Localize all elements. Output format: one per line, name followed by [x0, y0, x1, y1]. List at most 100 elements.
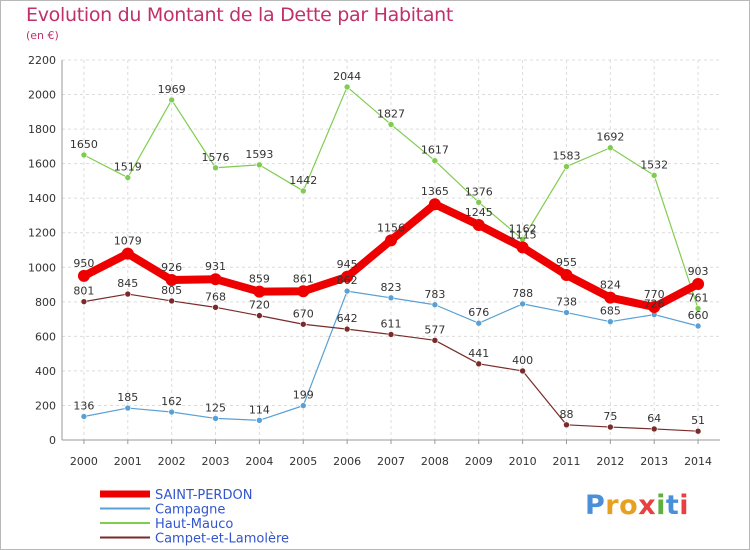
data-point: [299, 187, 307, 195]
legend-label: Haut-Mauco: [155, 517, 233, 532]
logo-letter: i: [679, 490, 690, 521]
data-point: [168, 297, 175, 305]
data-point: [77, 269, 90, 282]
x-tick-label: 2000: [70, 455, 98, 468]
data-point: [253, 285, 266, 298]
x-tick-label: 2001: [114, 455, 142, 468]
data-label: 88: [559, 408, 573, 421]
data-point: [519, 367, 526, 375]
data-point: [168, 96, 175, 104]
y-tick-label: 1600: [28, 158, 56, 171]
proxiti-logo: Proxiti: [585, 490, 689, 521]
chart-title: Evolution du Montant de la Dette par Hab…: [26, 4, 454, 26]
data-label: 931: [205, 260, 226, 273]
legend-label: SAINT-PERDON: [155, 488, 252, 503]
y-tick-label: 1400: [28, 192, 56, 205]
data-point: [519, 300, 526, 308]
data-label: 611: [381, 317, 402, 330]
data-label: 162: [161, 395, 182, 408]
data-point: [212, 304, 219, 311]
data-point: [385, 234, 397, 247]
data-label: 720: [249, 299, 270, 312]
data-label: 859: [249, 273, 270, 286]
data-point: [472, 218, 485, 231]
data-label: 642: [337, 312, 358, 325]
x-tick-label: 2013: [640, 455, 668, 468]
logo-letter: t: [665, 490, 680, 521]
data-point: [80, 151, 88, 159]
data-point: [431, 301, 439, 309]
data-point: [387, 294, 395, 302]
data-point: [607, 318, 614, 325]
data-label: 114: [249, 403, 270, 416]
y-tick-label: 1800: [28, 123, 56, 136]
data-point: [431, 157, 439, 164]
x-tick-label: 2014: [684, 455, 712, 468]
data-label: 726: [644, 298, 665, 311]
data-point: [694, 305, 702, 312]
data-label: 761: [688, 292, 709, 305]
data-point: [212, 164, 219, 172]
data-label: 823: [381, 281, 402, 294]
data-label: 1692: [596, 131, 624, 144]
x-tick-label: 2008: [421, 455, 449, 468]
data-labels: 1650 1519 1969 1576 1593 1442 2044 1827 1617 1376…: [70, 70, 709, 427]
data-point: [475, 319, 483, 327]
x-tick-label: 2007: [377, 455, 405, 468]
data-point: [650, 172, 658, 179]
data-label: 685: [600, 305, 621, 318]
data-point: [124, 290, 132, 298]
data-label: 926: [161, 261, 182, 274]
data-point: [299, 402, 307, 409]
data-label: 945: [337, 258, 358, 271]
data-label: 199: [293, 389, 314, 402]
y-tick-label: 400: [35, 365, 56, 378]
x-tick-label: 2002: [158, 455, 186, 468]
data-point: [475, 199, 483, 206]
data-label: 1245: [465, 206, 493, 219]
data-point: [563, 421, 570, 429]
axes: 0 200 400 600 800 1000 1200 1400 1600 1800 2000 220…: [28, 54, 720, 468]
data-point: [343, 287, 351, 295]
data-point: [604, 291, 617, 304]
x-tick-label: 2009: [465, 455, 493, 468]
data-label: 577: [424, 323, 445, 336]
data-point: [212, 415, 219, 422]
data-label: 1617: [421, 144, 449, 157]
x-tick-label: 2011: [552, 455, 580, 468]
logo-letter: P: [585, 490, 606, 521]
data-point: [694, 322, 702, 330]
data-point: [341, 270, 354, 283]
data-label: 125: [205, 401, 226, 414]
data-point: [431, 337, 439, 344]
logo-letter: o: [619, 490, 639, 521]
data-label: 805: [161, 284, 182, 297]
data-label: 64: [647, 412, 661, 425]
data-label: 738: [556, 296, 577, 309]
data-point: [563, 309, 570, 316]
data-label: 768: [205, 290, 226, 303]
data-label: 75: [603, 410, 617, 423]
data-point: [297, 285, 310, 298]
data-label: 845: [117, 277, 138, 290]
logo-letter: x: [638, 490, 657, 521]
data-point: [563, 163, 570, 170]
data-label: 955: [556, 256, 577, 269]
data-point: [165, 274, 178, 287]
data-point: [80, 413, 88, 420]
y-tick-label: 2000: [28, 89, 56, 102]
data-label: 903: [688, 265, 709, 278]
data-label: 1969: [158, 83, 186, 96]
y-tick-label: 600: [35, 330, 56, 343]
data-label: 862: [337, 274, 358, 287]
data-point: [694, 427, 702, 435]
data-point: [607, 423, 614, 431]
data-point: [168, 408, 175, 416]
data-label: 1115: [509, 228, 537, 241]
x-tick-label: 2012: [596, 455, 624, 468]
data-point: [475, 360, 483, 368]
data-label: 400: [512, 354, 533, 367]
data-label: 950: [73, 257, 94, 270]
